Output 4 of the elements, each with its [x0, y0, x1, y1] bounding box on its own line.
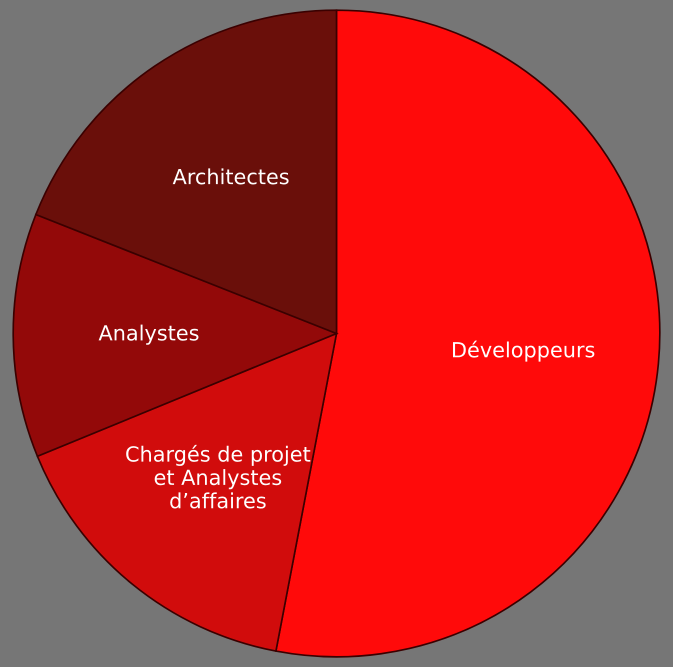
slice-label: Analystes	[98, 324, 198, 345]
slice-label: Développeurs	[453, 340, 594, 362]
slice-label: Architectes	[172, 168, 289, 184]
slice-label: Chargés de projet et Analystes d’affaires	[126, 444, 310, 509]
